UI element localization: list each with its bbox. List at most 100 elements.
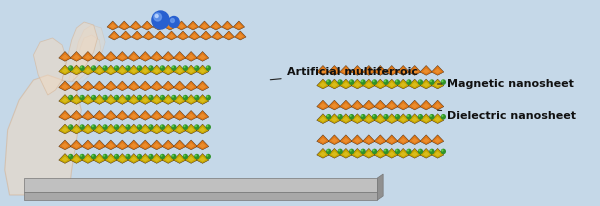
Polygon shape xyxy=(354,117,361,122)
Polygon shape xyxy=(128,65,140,75)
Circle shape xyxy=(440,79,446,85)
Polygon shape xyxy=(317,149,329,158)
Polygon shape xyxy=(139,124,151,134)
Polygon shape xyxy=(180,34,186,39)
Polygon shape xyxy=(320,117,326,122)
Circle shape xyxy=(442,80,443,82)
Polygon shape xyxy=(411,103,418,108)
Polygon shape xyxy=(131,31,143,40)
Circle shape xyxy=(92,125,94,127)
Polygon shape xyxy=(185,154,197,163)
Circle shape xyxy=(148,124,154,130)
Polygon shape xyxy=(188,157,194,162)
Polygon shape xyxy=(331,68,338,74)
Polygon shape xyxy=(130,114,137,119)
Polygon shape xyxy=(116,110,128,120)
Circle shape xyxy=(184,66,185,68)
Polygon shape xyxy=(365,151,372,157)
Circle shape xyxy=(182,95,188,100)
Polygon shape xyxy=(423,68,430,74)
Polygon shape xyxy=(104,52,117,61)
Polygon shape xyxy=(70,52,83,61)
Polygon shape xyxy=(420,66,433,75)
Circle shape xyxy=(172,154,174,157)
Polygon shape xyxy=(317,100,329,110)
Circle shape xyxy=(337,114,343,119)
Polygon shape xyxy=(320,82,326,87)
Circle shape xyxy=(80,66,82,68)
Polygon shape xyxy=(118,21,130,30)
Polygon shape xyxy=(420,100,433,110)
Polygon shape xyxy=(104,95,117,104)
Polygon shape xyxy=(188,68,194,73)
Polygon shape xyxy=(176,127,183,132)
Polygon shape xyxy=(139,65,151,75)
Polygon shape xyxy=(121,24,127,28)
Polygon shape xyxy=(434,82,441,87)
Polygon shape xyxy=(176,143,183,148)
Circle shape xyxy=(407,115,409,117)
Circle shape xyxy=(361,149,363,152)
Polygon shape xyxy=(199,157,206,162)
Polygon shape xyxy=(176,68,183,73)
Polygon shape xyxy=(116,124,128,134)
Polygon shape xyxy=(162,154,175,163)
Circle shape xyxy=(103,125,105,127)
Polygon shape xyxy=(139,81,151,91)
Polygon shape xyxy=(365,82,372,87)
Polygon shape xyxy=(411,68,418,74)
Polygon shape xyxy=(213,24,219,28)
Polygon shape xyxy=(107,143,114,148)
Polygon shape xyxy=(199,97,206,103)
Polygon shape xyxy=(173,52,186,61)
Polygon shape xyxy=(62,22,97,82)
Polygon shape xyxy=(130,143,137,148)
Polygon shape xyxy=(374,79,386,89)
Polygon shape xyxy=(178,24,185,28)
Polygon shape xyxy=(153,54,160,60)
Polygon shape xyxy=(130,21,142,30)
Circle shape xyxy=(373,80,374,82)
Polygon shape xyxy=(70,154,83,163)
Circle shape xyxy=(137,96,140,98)
Circle shape xyxy=(172,66,174,68)
Polygon shape xyxy=(185,95,197,104)
Polygon shape xyxy=(328,100,341,110)
Circle shape xyxy=(407,80,409,82)
Circle shape xyxy=(80,154,82,157)
Polygon shape xyxy=(62,84,68,89)
Polygon shape xyxy=(397,149,409,158)
Polygon shape xyxy=(431,135,444,145)
Circle shape xyxy=(172,125,174,127)
Polygon shape xyxy=(340,135,352,145)
Circle shape xyxy=(126,66,128,68)
Circle shape xyxy=(160,124,165,130)
Polygon shape xyxy=(165,84,172,89)
Circle shape xyxy=(350,80,352,82)
Polygon shape xyxy=(96,143,103,148)
Polygon shape xyxy=(70,124,83,134)
Polygon shape xyxy=(5,75,81,195)
Polygon shape xyxy=(107,114,114,119)
Polygon shape xyxy=(96,97,103,103)
Circle shape xyxy=(103,154,108,159)
Circle shape xyxy=(149,125,151,127)
Polygon shape xyxy=(85,54,91,60)
Polygon shape xyxy=(188,114,194,119)
Polygon shape xyxy=(431,149,444,158)
Polygon shape xyxy=(151,154,163,163)
Polygon shape xyxy=(423,82,430,87)
Polygon shape xyxy=(130,97,137,103)
Polygon shape xyxy=(354,103,361,108)
Polygon shape xyxy=(188,84,194,89)
Circle shape xyxy=(69,96,71,98)
Polygon shape xyxy=(107,97,114,103)
Polygon shape xyxy=(142,127,149,132)
Circle shape xyxy=(407,149,409,152)
Polygon shape xyxy=(377,174,383,200)
Polygon shape xyxy=(107,84,114,89)
Polygon shape xyxy=(340,79,352,89)
Circle shape xyxy=(440,149,446,154)
Polygon shape xyxy=(185,65,197,75)
Circle shape xyxy=(406,114,412,119)
